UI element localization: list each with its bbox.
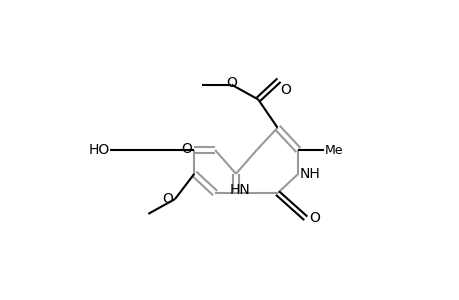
Text: NH: NH bbox=[299, 167, 320, 181]
Text: Me: Me bbox=[325, 143, 343, 157]
Text: O: O bbox=[162, 192, 173, 206]
Text: O: O bbox=[280, 83, 291, 97]
Text: HO: HO bbox=[88, 143, 109, 157]
Text: HN: HN bbox=[230, 183, 250, 197]
Text: O: O bbox=[225, 76, 236, 90]
Text: O: O bbox=[308, 212, 319, 225]
Text: O: O bbox=[181, 142, 191, 155]
